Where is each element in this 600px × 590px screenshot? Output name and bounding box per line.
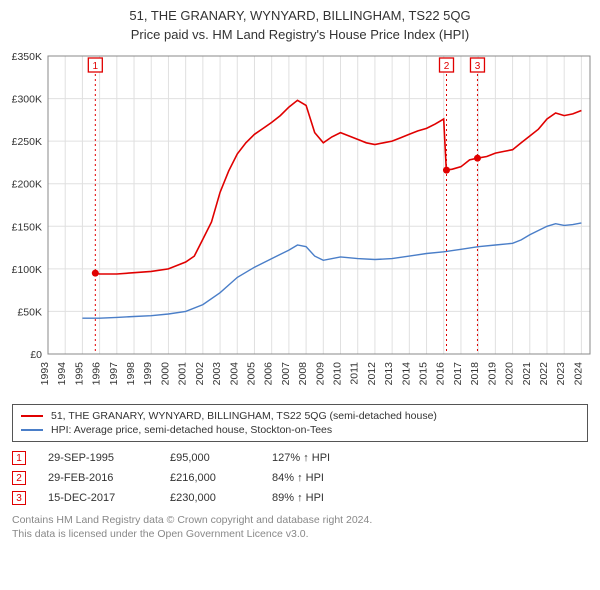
svg-text:2: 2 [444,61,450,72]
legend-box: 51, THE GRANARY, WYNYARD, BILLINGHAM, TS… [12,404,588,442]
svg-text:2005: 2005 [245,362,257,386]
svg-text:3: 3 [475,61,481,72]
svg-text:2018: 2018 [469,362,481,386]
footer-line1: Contains HM Land Registry data © Crown c… [12,514,588,528]
svg-text:1999: 1999 [142,362,154,386]
chart-title-block: 51, THE GRANARY, WYNYARD, BILLINGHAM, TS… [0,0,600,46]
svg-text:2012: 2012 [366,362,378,386]
svg-text:2010: 2010 [332,362,344,386]
event-date: 29-SEP-1995 [48,452,148,464]
event-row: 1 29-SEP-1995 £95,000 127% ↑ HPI [12,448,588,468]
svg-text:2017: 2017 [452,362,464,386]
event-date: 29-FEB-2016 [48,472,148,484]
svg-text:1997: 1997 [108,362,120,386]
legend-label-hpi: HPI: Average price, semi-detached house,… [51,424,332,436]
footer-line2: This data is licensed under the Open Gov… [12,528,588,542]
event-marker-icon: 2 [12,471,26,485]
legend-row: HPI: Average price, semi-detached house,… [21,423,579,437]
svg-text:2016: 2016 [435,362,447,386]
event-price: £230,000 [170,492,250,504]
svg-text:2003: 2003 [211,362,223,386]
svg-text:1996: 1996 [91,362,103,386]
event-hpi: 84% ↑ HPI [272,472,324,484]
svg-text:2020: 2020 [504,362,516,386]
svg-text:2001: 2001 [177,362,189,386]
chart-container: £0 £50K £100K £150K £200K £250K £300K £350K 1993… [0,46,600,396]
svg-text:1998: 1998 [125,362,137,386]
legend-swatch-hpi [21,429,43,431]
svg-text:2011: 2011 [349,362,361,385]
chart-title-line2: Price paid vs. HM Land Registry's House … [0,27,600,42]
svg-text:2009: 2009 [314,362,326,386]
svg-text:2006: 2006 [263,362,275,386]
event-hpi: 89% ↑ HPI [272,492,324,504]
event-row: 3 15-DEC-2017 £230,000 89% ↑ HPI [12,488,588,508]
event-price: £216,000 [170,472,250,484]
svg-text:£100K: £100K [12,264,42,276]
sale-events-list: 1 29-SEP-1995 £95,000 127% ↑ HPI 2 29-FE… [12,448,588,508]
svg-text:2015: 2015 [418,362,430,386]
svg-text:£250K: £250K [12,136,42,148]
svg-text:1995: 1995 [73,362,85,386]
svg-text:2007: 2007 [280,362,292,386]
chart-title-line1: 51, THE GRANARY, WYNYARD, BILLINGHAM, TS… [0,8,600,23]
svg-text:£50K: £50K [17,306,42,318]
event-row: 2 29-FEB-2016 £216,000 84% ↑ HPI [12,468,588,488]
svg-text:2022: 2022 [538,362,550,386]
event-price: £95,000 [170,452,250,464]
svg-text:£200K: £200K [12,179,42,191]
svg-text:2019: 2019 [486,362,498,386]
chart-svg: £0 £50K £100K £150K £200K £250K £300K £350K 1993… [0,46,600,396]
footer-attribution: Contains HM Land Registry data © Crown c… [12,514,588,541]
legend-swatch-property [21,415,43,417]
legend-label-property: 51, THE GRANARY, WYNYARD, BILLINGHAM, TS… [51,410,437,422]
svg-text:£0: £0 [30,349,42,361]
svg-text:2013: 2013 [383,362,395,386]
event-marker-icon: 3 [12,491,26,505]
event-date: 15-DEC-2017 [48,492,148,504]
svg-text:1993: 1993 [39,362,51,386]
svg-text:2024: 2024 [572,362,584,386]
svg-text:1: 1 [93,61,99,72]
svg-text:2004: 2004 [228,362,240,386]
svg-text:2002: 2002 [194,362,206,386]
svg-text:1994: 1994 [56,362,68,386]
svg-text:2014: 2014 [400,362,412,386]
svg-text:£350K: £350K [12,51,42,63]
svg-text:£300K: £300K [12,94,42,106]
svg-text:2021: 2021 [521,362,533,386]
event-hpi: 127% ↑ HPI [272,452,330,464]
legend-row: 51, THE GRANARY, WYNYARD, BILLINGHAM, TS… [21,409,579,423]
svg-text:2008: 2008 [297,362,309,386]
event-marker-icon: 1 [12,451,26,465]
svg-text:2000: 2000 [159,362,171,386]
svg-text:2023: 2023 [555,362,567,386]
svg-text:£150K: £150K [12,221,42,233]
